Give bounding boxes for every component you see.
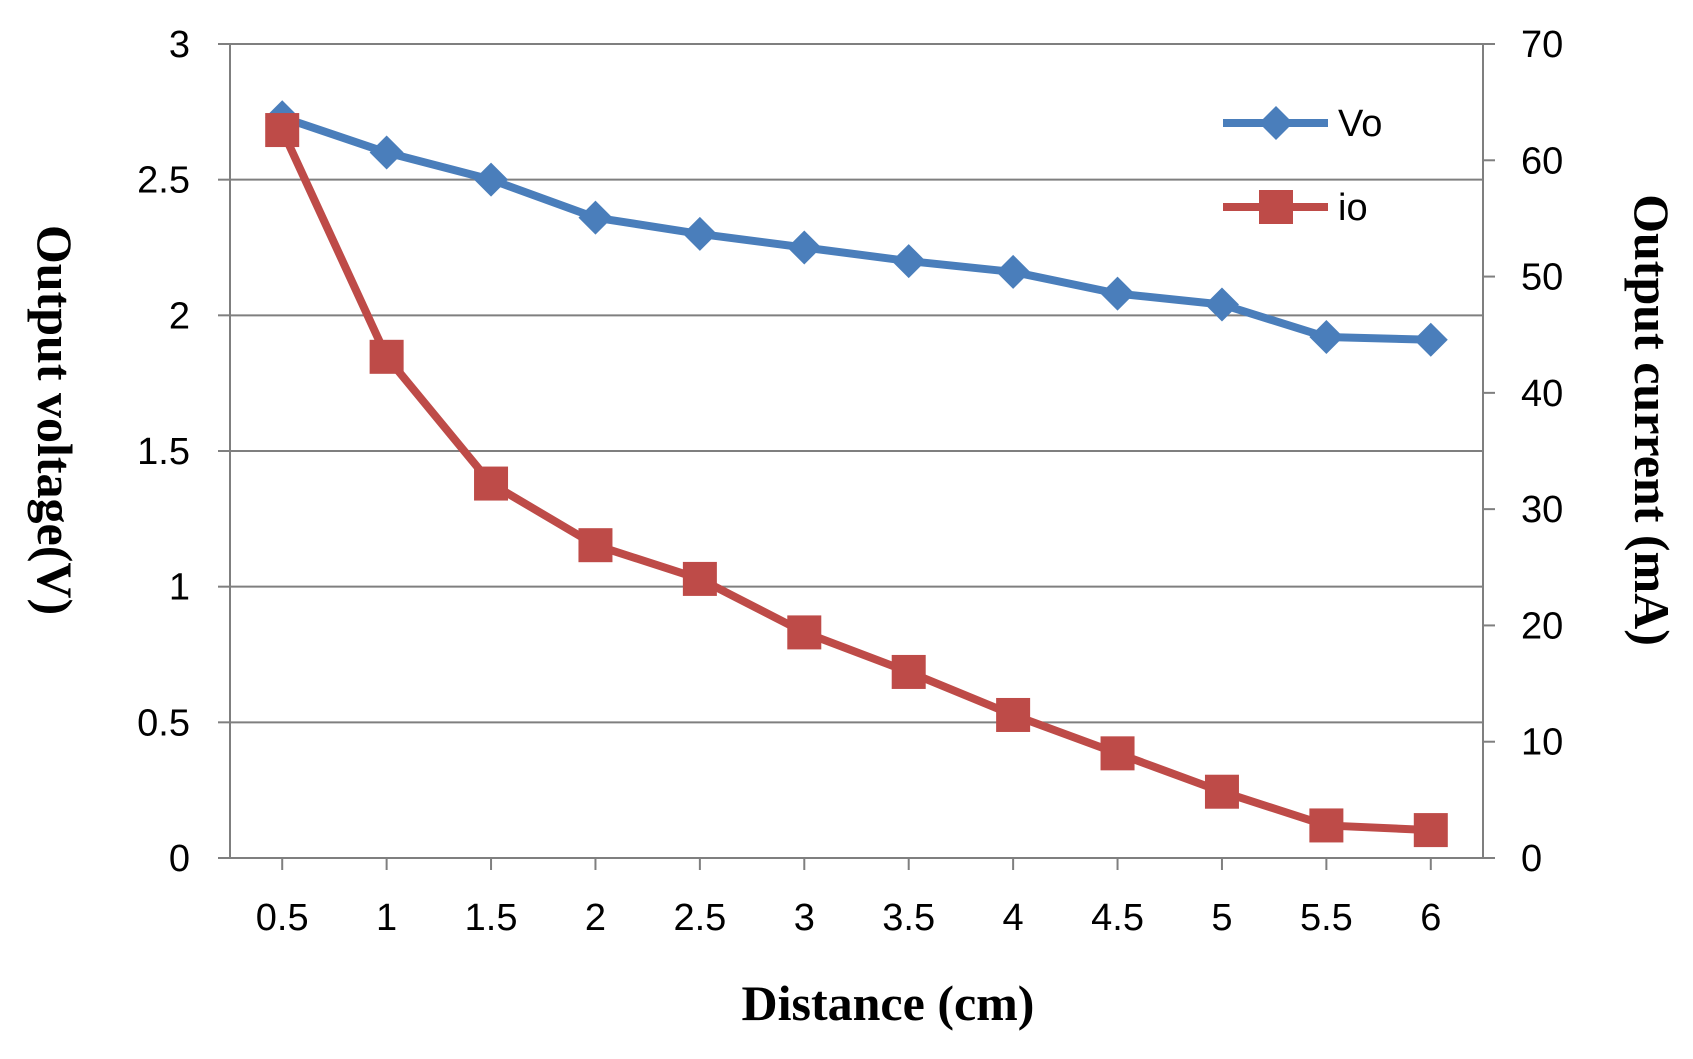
x-tick-label: 5 [1211,897,1232,939]
y-tick-label: 2.5 [137,160,190,202]
data-point-marker [1259,190,1293,224]
y-tick-label: 1.5 [137,431,190,473]
series [265,100,1448,848]
data-point-marker [1413,322,1448,357]
y2-tick-label: 50 [1521,257,1563,299]
axis-titles: Distance (cm) Output voltage(V) Output c… [27,194,1680,1031]
data-point-marker [996,697,1031,732]
x-tick-label: 6 [1420,897,1441,939]
x-tick-label: 4.5 [1091,897,1144,939]
data-point-marker [1100,276,1135,311]
x-tick-label: 1.5 [465,897,518,939]
data-point-marker [1259,106,1293,140]
x-tick-label: 0.5 [256,897,309,939]
data-point-marker [369,339,404,374]
x-tick-label: 3 [794,897,815,939]
data-point-marker [787,230,822,265]
data-point-marker [1100,736,1135,771]
y2-tick-label: 20 [1521,605,1563,647]
axes [218,43,1495,870]
x-tick-label: 2 [585,897,606,939]
y2-tick-label: 30 [1521,489,1563,531]
y2-tick-label: 10 [1521,722,1563,764]
y-tick-label: 0 [169,838,190,880]
legend-item-Vo: Vo [1223,103,1382,145]
data-point-marker [578,200,613,235]
data-point-marker [682,561,717,596]
y-tick-label: 1 [169,567,190,609]
x-tick-label: 4 [1003,897,1024,939]
data-point-marker [474,466,509,501]
series-line [278,128,1431,835]
data-point-marker [891,244,926,279]
series-Vo [265,100,1448,357]
data-point-marker [787,615,822,650]
x-tick-label: 5.5 [1300,897,1353,939]
legend-item-io: io [1223,187,1368,229]
y-axis-title: Output voltage(V) [27,225,83,615]
legend-label: io [1338,187,1368,229]
y2-tick-label: 40 [1521,373,1563,415]
x-axis-title: Distance (cm) [742,975,1035,1031]
legend: Vo io [1223,103,1382,229]
data-point-marker [1204,287,1239,322]
series-line [280,113,1431,344]
data-point-marker [1309,320,1344,355]
y-tick-label: 2 [169,295,190,337]
y2-tick-label: 0 [1521,838,1542,880]
data-point-marker [1204,774,1239,809]
y-tick-label: 0.5 [137,702,190,744]
data-point-marker [265,113,300,148]
data-point-marker [891,654,926,689]
data-point-marker [996,254,1031,289]
y2-tick-label: 70 [1521,24,1563,66]
gridlines [230,43,1483,724]
y2-axis-title: Output current (mA) [1624,194,1680,646]
x-tick-label: 3.5 [882,897,935,939]
data-point-marker [369,135,404,170]
data-point-marker [1309,808,1344,843]
y2-tick-label: 60 [1521,140,1563,182]
data-point-marker [474,162,509,197]
x-tick-label: 2.5 [673,897,726,939]
legend-label: Vo [1338,103,1382,145]
data-point-marker [1413,813,1448,848]
data-point-marker [682,216,717,251]
x-tick-label: 1 [376,897,397,939]
series-io [265,113,1448,848]
data-point-marker [578,528,613,563]
y-tick-label: 3 [169,24,190,66]
